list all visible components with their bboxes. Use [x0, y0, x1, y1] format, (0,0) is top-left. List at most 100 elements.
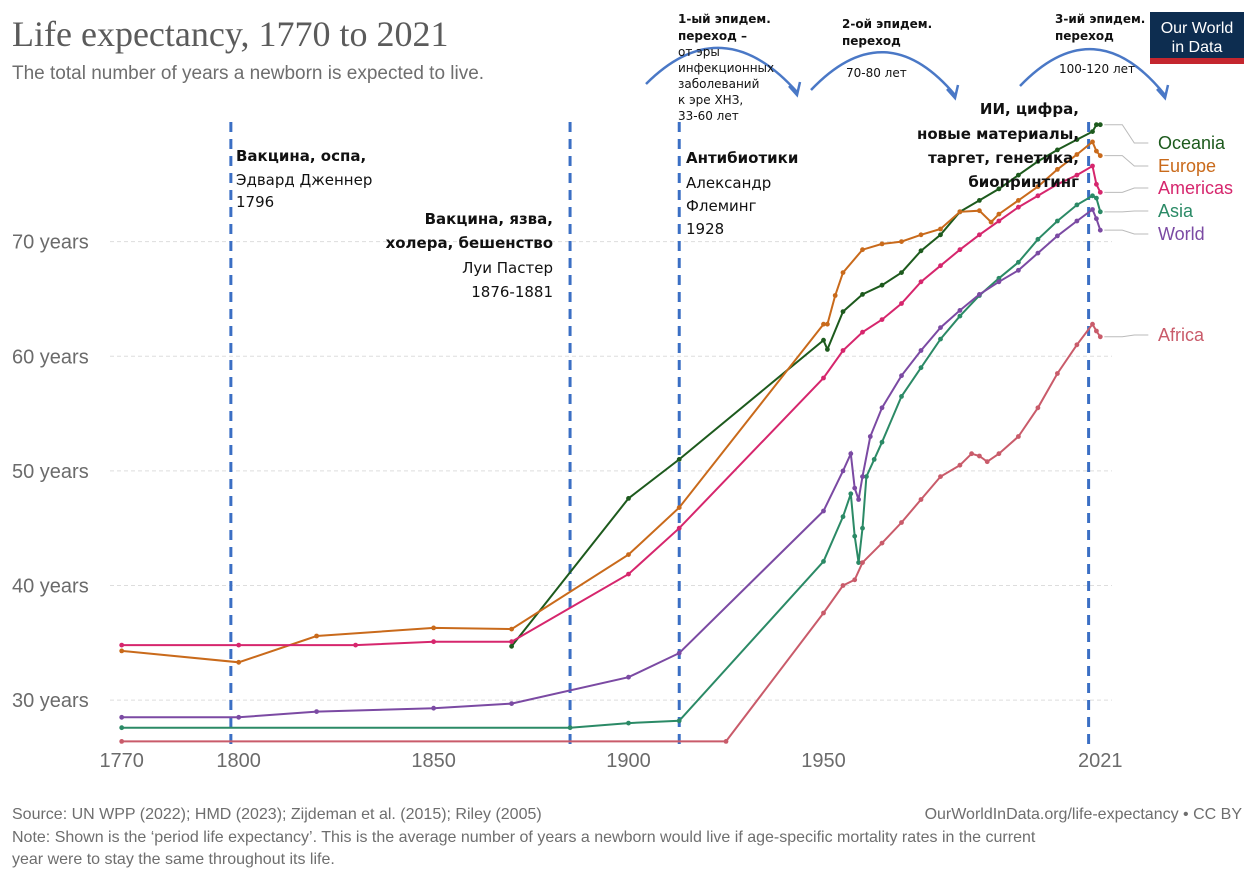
point-world-2010 [1055, 233, 1060, 239]
point-world-2020 [1094, 216, 1099, 222]
annotation-smallpox-year: 1796 [236, 193, 274, 211]
owid-logo[interactable]: Our World in Data [1150, 12, 1244, 64]
annotation-smallpox: Вакцина, оспа, Эдвард Дженнер 1796 [236, 147, 372, 211]
point-europe-1980 [938, 226, 943, 232]
point-africa-2019 [1090, 321, 1095, 327]
point-europe-2000 [1016, 198, 1021, 203]
point-europe-1960 [860, 247, 865, 253]
x-tick-1900: 1900 [606, 750, 651, 772]
annotation-ai-line3: таргет, генетика, [928, 149, 1079, 167]
x-tick-1770: 1770 [99, 750, 144, 772]
point-world-1955 [840, 468, 846, 474]
transition-third-text: 3-ий эпидем. переход 100-120 лет [1055, 12, 1145, 76]
point-europe-1990 [977, 208, 982, 214]
point-asia-1995 [996, 275, 1002, 281]
point-world-1870 [509, 701, 514, 706]
annotation-ai-line1: ИИ, цифра, [980, 100, 1079, 118]
point-world-1958 [852, 485, 858, 491]
transition-arc-3 [1019, 48, 1166, 96]
point-asia-1980 [938, 336, 943, 342]
point-oceania-2020 [1094, 122, 1099, 128]
x-tick-1800: 1800 [216, 750, 261, 772]
logo-stripe [1150, 58, 1244, 64]
point-europe-1995 [996, 211, 1002, 217]
point-world-1957 [848, 451, 854, 457]
gridlines [110, 241, 1112, 701]
point-world-1900 [626, 674, 631, 680]
x-tick-1850: 1850 [411, 750, 456, 772]
point-americas-1990 [977, 232, 982, 238]
point-americas-1830 [353, 642, 358, 648]
point-europe-1800 [236, 659, 242, 665]
footer-url[interactable]: OurWorldInData.org/life-expectancy • CC … [925, 806, 1243, 823]
point-oceania-2010 [1055, 147, 1060, 153]
point-americas-2015 [1074, 172, 1080, 178]
point-africa-1925 [723, 739, 729, 744]
legend-connector-world [1104, 229, 1149, 235]
point-asia-1985 [957, 313, 963, 319]
point-europe-1820 [314, 633, 319, 639]
transition-first-line3: от эры [678, 45, 720, 59]
point-world-1990 [977, 292, 982, 297]
point-world-1975 [918, 348, 924, 353]
point-africa-2005 [1035, 405, 1041, 411]
logo-line2: in Data [1172, 39, 1223, 56]
legend-label-oceania: Oceania [1158, 133, 1226, 153]
point-world-1985 [957, 308, 963, 313]
point-oceania-2015 [1074, 137, 1080, 143]
point-oceania-1960 [860, 292, 865, 297]
point-africa-1970 [899, 520, 904, 525]
point-europe-2015 [1074, 152, 1080, 157]
point-africa-1975 [918, 497, 924, 502]
point-africa-1988 [969, 451, 974, 457]
point-world-1995 [996, 279, 1002, 285]
point-asia-2020 [1094, 195, 1099, 201]
point-europe-1900 [626, 552, 631, 557]
annotation-pasteur-person: Луи Пастер [462, 259, 553, 277]
series-europe [119, 139, 1103, 665]
transition-second-line2: переход [842, 34, 901, 48]
point-americas-2019 [1090, 163, 1095, 169]
point-americas-1975 [918, 279, 924, 285]
point-oceania-1970 [899, 270, 904, 275]
point-oceania-1950 [821, 337, 826, 343]
legend-connector-asia [1104, 210, 1149, 213]
transition-first-line7: 33-60 лет [678, 109, 739, 123]
point-africa-1958 [852, 577, 858, 583]
point-asia-2021 [1097, 209, 1103, 215]
footer-note-line2: year were to stay the same throughout it… [12, 851, 335, 868]
point-africa-1995 [996, 451, 1002, 457]
point-asia-1957 [848, 491, 854, 497]
annotation-smallpox-person: Эдвард Дженнер [236, 171, 372, 189]
series-line-americas [121, 164, 1102, 647]
series-americas [119, 163, 1103, 648]
transition-arcs [645, 46, 1170, 101]
point-asia-1885 [567, 725, 573, 731]
point-oceania-1995 [996, 186, 1002, 192]
annotation-pasteur-title1: Вакцина, язва, [425, 210, 553, 228]
point-asia-1960 [860, 525, 865, 531]
series-world [119, 207, 1103, 720]
point-americas-1955 [840, 348, 846, 353]
point-europe-1985 [957, 209, 963, 215]
point-africa-1992 [984, 459, 990, 465]
legend-label-americas: Americas [1158, 178, 1233, 198]
annotation-ai-line2: новые материалы, [917, 125, 1079, 143]
y-tick-60: 60 years [12, 346, 89, 368]
transition-first-line4: инфекционных [678, 61, 774, 75]
x-tick-2021: 2021 [1078, 750, 1123, 772]
point-oceania-2005 [1035, 159, 1041, 164]
annotation-ai-line4: биопринтинг [968, 173, 1079, 191]
transition-arrowhead-2 [946, 84, 960, 101]
point-asia-1770 [119, 725, 125, 731]
transition-first-line5: заболеваний [678, 77, 759, 91]
transition-arrowhead-3 [1156, 84, 1170, 101]
point-americas-1870 [509, 639, 514, 645]
point-world-2019 [1090, 207, 1095, 212]
legend-label-europe: Europe [1158, 156, 1216, 176]
annotation-antibiotics-year: 1928 [686, 220, 724, 238]
point-europe-1770 [119, 648, 125, 654]
point-world-2021 [1097, 227, 1103, 233]
series-line-africa [121, 322, 1102, 743]
point-europe-1993 [988, 219, 994, 225]
